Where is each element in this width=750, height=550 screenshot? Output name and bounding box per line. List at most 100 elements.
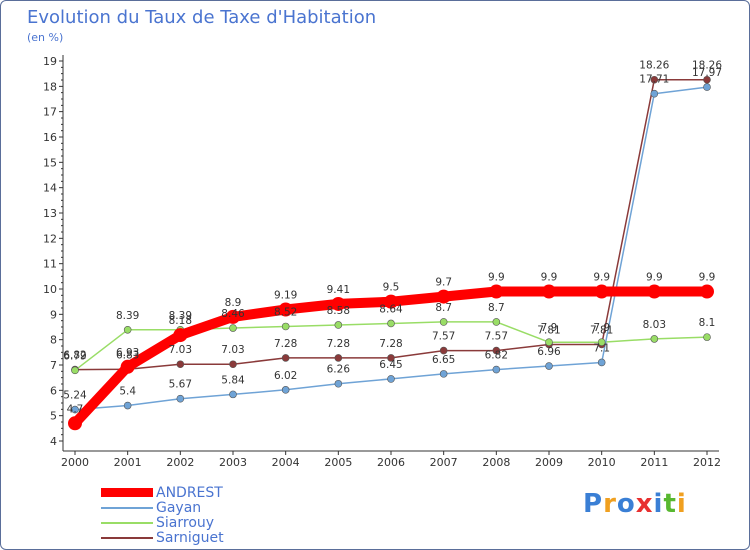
data-label-siarrouy: 7.9 xyxy=(593,322,610,334)
legend-item-gayan: Gayan xyxy=(101,500,201,516)
data-label-gayan: 17.97 xyxy=(692,67,722,79)
data-label-gayan: 6.96 xyxy=(537,346,561,358)
logo-letter: P xyxy=(583,489,604,519)
data-label-siarrouy: 8.39 xyxy=(169,310,192,322)
data-label-andrest: 9.7 xyxy=(435,277,452,289)
data-label-sarniguet: 7.81 xyxy=(537,324,560,336)
data-label-gayan: 6.65 xyxy=(432,354,455,366)
point-gayan xyxy=(597,358,606,367)
point-siarrouy xyxy=(703,333,711,341)
point-sarniguet xyxy=(650,75,659,84)
x-tick-label: 2000 xyxy=(61,456,89,469)
legend-swatch-sarniguet xyxy=(101,536,153,539)
point-sarniguet xyxy=(334,354,343,362)
point-andrest xyxy=(120,359,135,374)
data-label-sarniguet: 7.28 xyxy=(274,338,297,350)
chart-data-labels: 4.7 6.93 8.18 8.9 9.19 9.41 9.5 9.7 9.9 9.9 9.9 9.9… xyxy=(63,60,722,416)
data-label-siarrouy: 8.46 xyxy=(221,308,245,320)
x-tick-label: 2006 xyxy=(377,456,405,469)
x-tick-label: 2012 xyxy=(693,456,721,469)
legend-item-sarniguet: Sarniguet xyxy=(101,530,224,546)
point-andrest xyxy=(594,284,609,299)
data-label-siarrouy: 8.7 xyxy=(435,302,452,314)
point-siarrouy xyxy=(492,318,501,326)
data-label-sarniguet: 18.26 xyxy=(692,60,722,72)
proxiti-logo: Proxiti xyxy=(583,489,687,519)
data-label-siarrouy: 8.03 xyxy=(643,319,666,331)
data-label-andrest: 6.93 xyxy=(116,347,139,359)
data-label-gayan: 5.4 xyxy=(119,386,136,398)
point-siarrouy xyxy=(281,322,290,331)
point-andrest xyxy=(489,284,504,299)
x-tick-label: 2009 xyxy=(535,456,563,469)
point-andrest xyxy=(331,296,346,311)
data-label-gayan: 5.24 xyxy=(63,390,87,402)
data-label-gayan: 7.1 xyxy=(593,342,610,354)
data-label-andrest: 9.41 xyxy=(327,284,350,296)
point-gayan xyxy=(387,375,395,383)
chart-subtitle: (en %) xyxy=(27,31,64,44)
data-label-sarniguet: 18.26 xyxy=(639,60,669,72)
x-tick-label: 2011 xyxy=(640,456,668,469)
data-label-andrest: 9.9 xyxy=(593,272,610,284)
chart-title: Evolution du Taux de Taxe d'Habitation xyxy=(27,7,377,28)
y-tick-label: 17 xyxy=(43,106,57,119)
point-andrest xyxy=(436,289,451,304)
point-gayan xyxy=(334,379,343,388)
data-label-siarrouy: 8.52 xyxy=(274,306,297,318)
y-tick-label: 16 xyxy=(43,131,57,144)
point-gayan xyxy=(229,390,237,399)
point-andrest xyxy=(68,416,82,431)
y-tick-label: 12 xyxy=(43,232,57,245)
data-label-gayan: 5.84 xyxy=(221,374,245,386)
logo-letter: o xyxy=(616,489,636,519)
point-andrest xyxy=(278,302,293,317)
point-siarrouy xyxy=(387,319,395,328)
legend-swatch-siarrouy xyxy=(101,521,153,524)
data-label-siarrouy: 7.9 xyxy=(541,322,558,334)
point-siarrouy xyxy=(545,338,553,347)
legend-label-andrest: ANDREST xyxy=(156,484,223,501)
point-gayan xyxy=(650,89,659,98)
x-tick-label: 2001 xyxy=(114,456,142,469)
x-tick-label: 2005 xyxy=(324,456,352,469)
point-siarrouy xyxy=(597,338,606,347)
point-sarniguet xyxy=(703,75,711,84)
x-tick-label: 2004 xyxy=(272,456,300,469)
logo-letter: x xyxy=(635,489,654,519)
data-label-sarniguet: 7.28 xyxy=(379,338,402,350)
data-label-sarniguet: 7.81 xyxy=(590,324,613,336)
y-tick-label: 11 xyxy=(43,258,57,271)
point-siarrouy xyxy=(71,366,79,375)
data-label-siarrouy: 8.39 xyxy=(116,310,139,322)
x-tick-label: 2007 xyxy=(430,456,458,469)
chart-series xyxy=(70,78,712,429)
logo-letter: i xyxy=(653,489,664,519)
data-label-gayan: 6.82 xyxy=(485,350,508,362)
data-label-andrest: 9.19 xyxy=(274,290,297,302)
y-tick-label: 10 xyxy=(43,283,57,296)
data-label-sarniguet: 6.83 xyxy=(116,349,139,361)
point-siarrouy xyxy=(439,318,448,326)
point-siarrouy xyxy=(229,324,237,332)
point-sarniguet xyxy=(176,360,185,369)
data-label-sarniguet: 7.03 xyxy=(169,344,192,356)
y-tick-label: 18 xyxy=(43,80,57,93)
point-andrest xyxy=(226,309,240,324)
y-tick-label: 7 xyxy=(50,359,57,372)
legend-label-siarrouy: Siarrouy xyxy=(156,514,215,531)
y-tick-label: 13 xyxy=(43,207,57,220)
data-label-gayan: 6.02 xyxy=(274,370,297,382)
point-andrest xyxy=(173,328,188,343)
point-gayan xyxy=(492,365,501,374)
data-label-siarrouy: 8.64 xyxy=(379,303,403,315)
legend-swatch-gayan xyxy=(101,506,153,509)
point-sarniguet xyxy=(387,354,395,362)
data-label-andrest: 9.9 xyxy=(699,272,716,284)
data-label-sarniguet: 6.82 xyxy=(63,350,86,362)
data-label-siarrouy: 8.7 xyxy=(488,302,505,314)
data-label-andrest: 9.9 xyxy=(488,272,505,284)
data-label-gayan: 5.67 xyxy=(169,379,192,391)
